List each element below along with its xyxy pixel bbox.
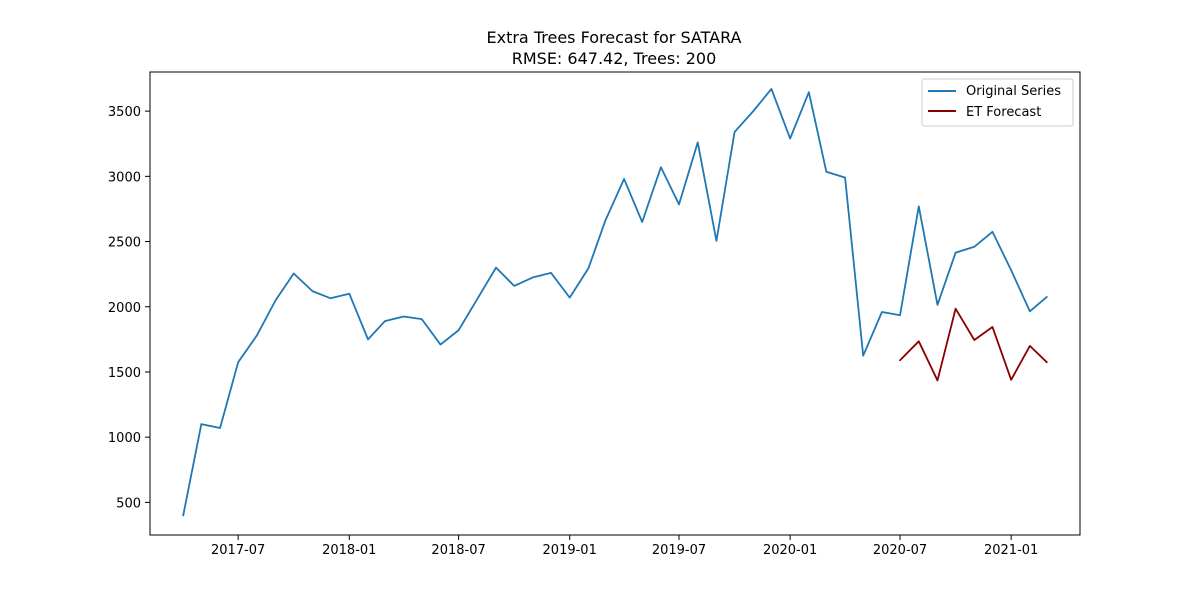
x-tick-label: 2017-07 <box>211 543 265 558</box>
y-axis: 500 1000 1500 2000 2500 3000 3500 <box>108 105 150 511</box>
chart-title: Extra Trees Forecast for SATARA <box>487 28 742 47</box>
plot-area <box>182 88 1048 517</box>
series-line-forecast <box>899 307 1048 382</box>
x-axis: 2017-07 2018-01 2018-07 2019-01 2019-07 2020-… <box>211 535 1038 558</box>
x-tick-label: 2020-01 <box>763 543 817 558</box>
series-line-original <box>182 88 1048 517</box>
y-tick-label: 2000 <box>108 301 141 316</box>
x-tick-label: 2019-01 <box>543 543 597 558</box>
x-tick-label: 2020-07 <box>873 543 927 558</box>
y-tick-label: 500 <box>116 496 141 511</box>
x-tick-label: 2021-01 <box>984 543 1038 558</box>
legend: Original Series ET Forecast <box>921 78 1074 127</box>
chart-subtitle: RMSE: 647.42, Trees: 200 <box>512 49 717 68</box>
x-tick-label: 2019-07 <box>652 543 706 558</box>
plot-frame <box>149 71 1081 536</box>
y-tick-label: 3000 <box>108 170 141 185</box>
legend-label-original: Original Series <box>966 84 1061 99</box>
y-tick-label: 3500 <box>108 105 141 120</box>
y-tick-label: 1000 <box>108 431 141 446</box>
y-tick-label: 1500 <box>108 366 141 381</box>
legend-box <box>921 78 1074 127</box>
legend-label-forecast: ET Forecast <box>966 105 1041 120</box>
x-tick-label: 2018-01 <box>322 543 376 558</box>
x-tick-label: 2018-07 <box>431 543 485 558</box>
y-tick-label: 2500 <box>108 236 141 251</box>
